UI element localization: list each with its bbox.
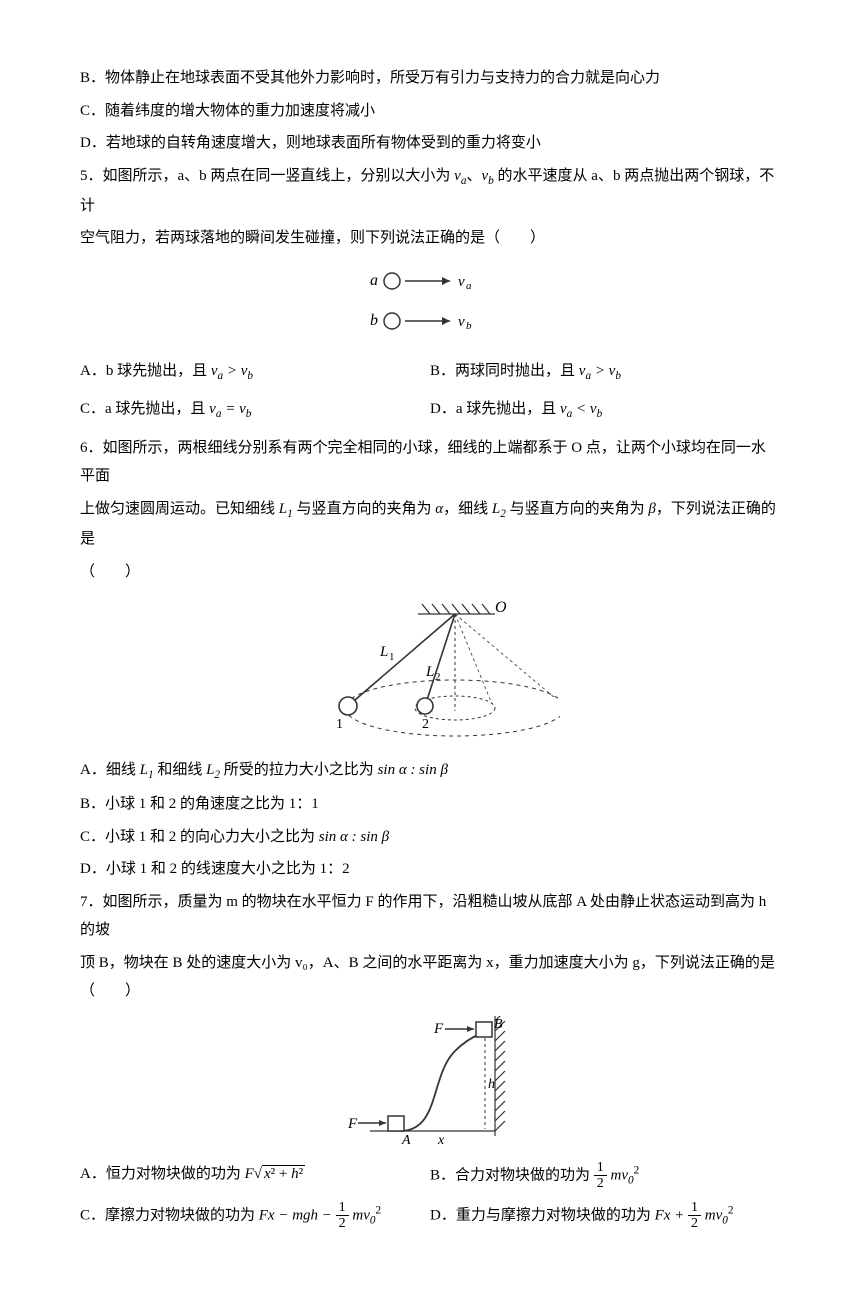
- svg-text:L: L: [425, 664, 434, 680]
- q7-optC-text: C．摩擦力对物块做的功为: [80, 1207, 259, 1223]
- q6-s2b: 与竖直方向的夹角为: [293, 501, 436, 517]
- q6-optC-a: C．小球 1 和 2 的向心力大小之比为: [80, 829, 319, 845]
- q6-stem-line2: 上做匀速圆周运动。已知细线 L1 与竖直方向的夹角为 α，细线 L2 与竖直方向…: [80, 495, 780, 554]
- q7-optB-text: B．合力对物块做的功为: [430, 1167, 594, 1183]
- q7-optD-text: D．重力与摩擦力对物块做的功为: [430, 1207, 655, 1223]
- q5-opt-c: C．a 球先抛出，且 va = vb: [80, 395, 430, 425]
- q7-optA-text: A．恒力对物块做的功为: [80, 1166, 245, 1182]
- q5-stem-part2: 、: [466, 168, 481, 184]
- svg-text:1: 1: [336, 717, 343, 732]
- svg-text:h: h: [488, 1077, 495, 1092]
- q6-opt-d: D．小球 1 和 2 的线速度大小之比为 1：2: [80, 855, 780, 884]
- q4-opt-d: D．若地球的自转角速度增大，则地球表面所有物体受到的重力将变小: [80, 129, 780, 158]
- q5-optB-text: B．两球同时抛出，且: [430, 363, 579, 379]
- q5-stem-part1: 5．如图所示，a、b 两点在同一竖直线上，分别以大小为: [80, 168, 454, 184]
- q6-figure: O L1 L2 1 2: [80, 596, 780, 746]
- q6-optA-c: 所受的拉力大小之比为: [220, 762, 378, 778]
- q5-optA-text: A．b 球先抛出，且: [80, 363, 211, 379]
- svg-text:1: 1: [389, 651, 395, 663]
- q5-opt-d: D．a 球先抛出，且 va < vb: [430, 395, 780, 425]
- q7-opt-b: B．合力对物块做的功为 12 mv02: [430, 1160, 780, 1192]
- q6-s2d: 与竖直方向的夹角为: [506, 501, 649, 517]
- svg-text:L: L: [379, 644, 388, 660]
- q5-opt-a: A．b 球先抛出，且 va > vb: [80, 357, 430, 387]
- q4-opt-c: C．随着纬度的增大物体的重力加速度将减小: [80, 97, 780, 126]
- q6-s2c: ，细线: [443, 501, 492, 517]
- q5-optD-text: D．a 球先抛出，且: [430, 401, 560, 417]
- q6-stem-line1: 6．如图所示，两根细线分别系有两个完全相同的小球，细线的上端都系于 O 点，让两…: [80, 434, 780, 491]
- svg-text:2: 2: [435, 671, 441, 683]
- svg-text:B: B: [494, 1017, 503, 1032]
- svg-text:x: x: [437, 1133, 445, 1146]
- q4-opt-b: B．物体静止在地球表面不受其他外力影响时，所受万有引力与支持力的合力就是向心力: [80, 64, 780, 93]
- q5-stem-line2: 空气阻力，若两球落地的瞬间发生碰撞，则下列说法正确的是（ ）: [80, 224, 780, 253]
- q5-optC-text: C．a 球先抛出，且: [80, 401, 209, 417]
- svg-text:A: A: [401, 1133, 411, 1146]
- q6-s2a: 上做匀速圆周运动。已知细线: [80, 501, 279, 517]
- svg-text:2: 2: [422, 717, 429, 732]
- svg-text:v: v: [458, 314, 465, 330]
- svg-text:F: F: [347, 1116, 358, 1132]
- q5-figure: a va b vb: [80, 263, 780, 343]
- q7-stem-line1: 7．如图所示，质量为 m 的物块在水平恒力 F 的作用下，沿粗糙山坡从底部 A …: [80, 888, 780, 945]
- q7-stem-line2: 顶 B，物块在 B 处的速度大小为 v₀，A、B 之间的水平距离为 x，重力加速…: [80, 949, 780, 1006]
- svg-text:a: a: [370, 272, 378, 289]
- svg-text:b: b: [370, 312, 378, 329]
- q7-figure: A F B F x h: [80, 1016, 780, 1146]
- q5-stem-line1: 5．如图所示，a、b 两点在同一竖直线上，分别以大小为 va、vb 的水平速度从…: [80, 162, 780, 221]
- q5-opt-b: B．两球同时抛出，且 va > vb: [430, 357, 780, 387]
- svg-text:F: F: [433, 1021, 444, 1037]
- q6-stem-line3: （ ）: [80, 558, 780, 587]
- svg-text:a: a: [466, 280, 472, 292]
- svg-text:O: O: [495, 599, 507, 616]
- q7-opt-a: A．恒力对物块做的功为 F√x² + h²: [80, 1160, 430, 1192]
- q6-opt-b: B．小球 1 和 2 的角速度之比为 1：1: [80, 790, 780, 819]
- q6-opt-a: A．细线 L1 和细线 L2 所受的拉力大小之比为 sin α : sin β: [80, 756, 780, 786]
- q5-va: v: [454, 168, 461, 184]
- svg-text:v: v: [458, 274, 465, 290]
- svg-text:b: b: [466, 320, 472, 332]
- q6-optA-b: 和细线: [154, 762, 207, 778]
- q6-opt-c: C．小球 1 和 2 的向心力大小之比为 sin α : sin β: [80, 823, 780, 852]
- q6-optA-a: A．细线: [80, 762, 140, 778]
